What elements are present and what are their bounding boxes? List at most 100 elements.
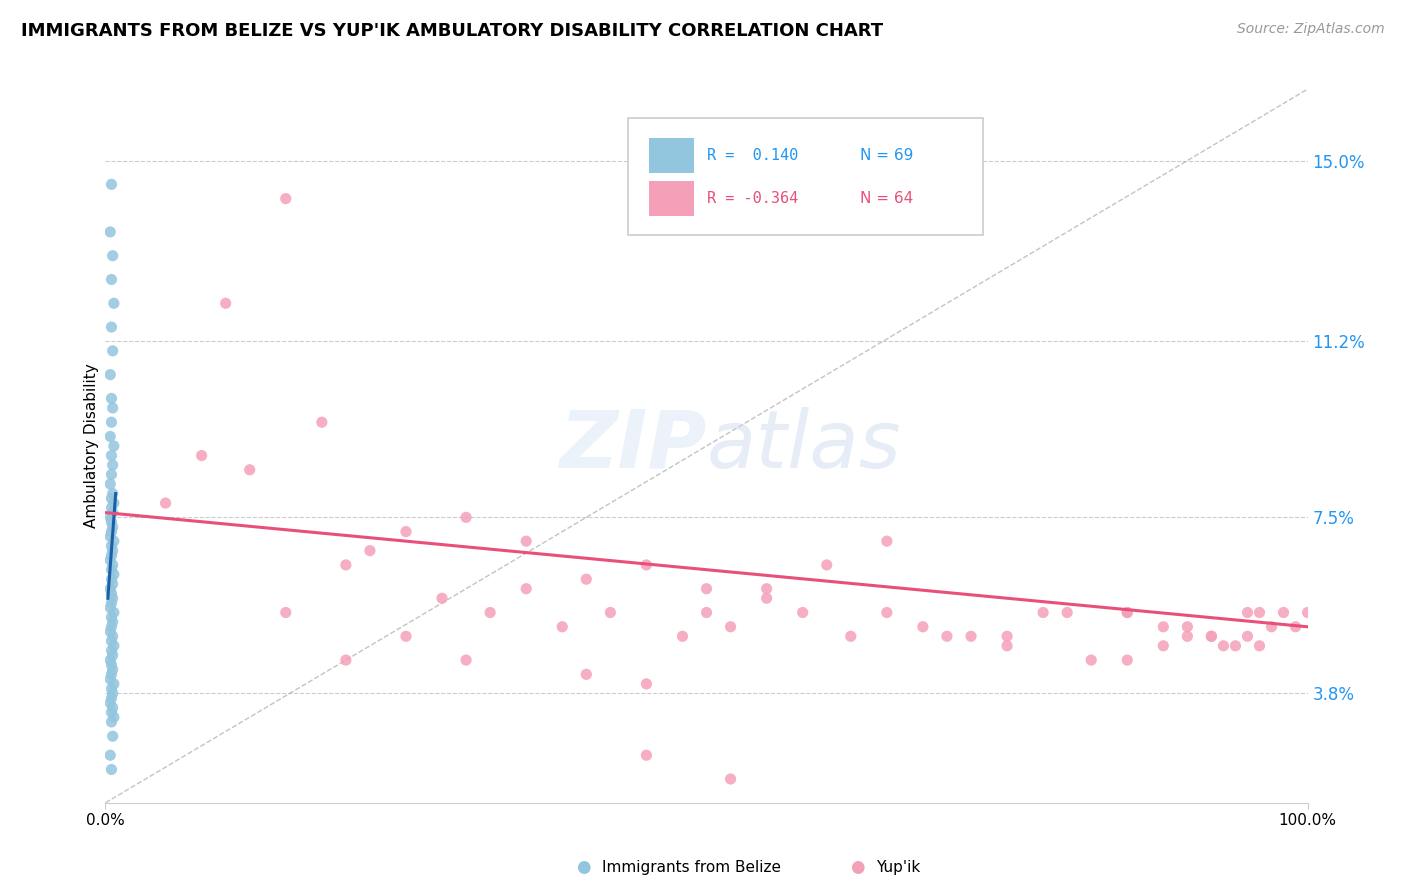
Text: Immigrants from Belize: Immigrants from Belize [602,860,780,874]
Point [720,620,742,634]
Text: ZIP: ZIP [560,407,707,485]
Point [101,615,124,629]
Point [636,748,658,763]
Point [100,449,122,463]
Point [98,600,121,615]
Point [1175,629,1198,643]
Point [755,591,778,606]
Point [479,606,502,620]
Point [190,449,212,463]
Point [100,667,122,681]
Text: R =  0.140: R = 0.140 [707,148,797,163]
Point [515,534,537,549]
Point [636,677,658,691]
Point [101,543,124,558]
Point [551,620,574,634]
Point [103,567,125,582]
Point [98,624,121,639]
Point [599,606,621,620]
Point [395,629,418,643]
Point [103,496,125,510]
Point [101,458,124,472]
Point [101,648,124,663]
Point [101,686,124,700]
Point [101,663,124,677]
Point [311,415,333,429]
Point [1225,639,1247,653]
Point [1249,606,1271,620]
Point [101,506,124,520]
Point [1260,620,1282,634]
Point [1236,606,1258,620]
Y-axis label: Ambulatory Disability: Ambulatory Disability [83,364,98,528]
Point [100,515,122,529]
Point [103,439,125,453]
Point [100,763,122,777]
Text: R = -0.364: R = -0.364 [707,191,797,206]
Point [696,582,718,596]
Point [1152,639,1174,653]
Point [100,657,122,672]
Point [100,691,122,706]
Text: Source: ZipAtlas.com: Source: ZipAtlas.com [1237,22,1385,37]
Point [1175,620,1198,634]
Text: atlas: atlas [707,407,901,485]
Point [100,415,122,429]
Point [1201,629,1223,643]
Point [1032,606,1054,620]
Point [98,748,121,763]
Point [274,192,297,206]
Point [100,467,122,482]
Point [720,772,742,786]
Point [101,520,124,534]
Point [100,586,122,600]
Point [815,558,838,572]
Point [101,591,124,606]
Point [430,591,453,606]
Point [575,572,598,586]
Point [876,534,898,549]
Point [98,582,121,596]
Point [1236,629,1258,643]
Point [1296,606,1319,620]
Point [1201,629,1223,643]
Text: IMMIGRANTS FROM BELIZE VS YUP'IK AMBULATORY DISABILITY CORRELATION CHART: IMMIGRANTS FROM BELIZE VS YUP'IK AMBULAT… [21,22,883,40]
Text: N = 64: N = 64 [860,191,914,206]
Point [274,606,297,620]
Point [335,558,357,572]
FancyBboxPatch shape [628,118,983,235]
Point [100,549,122,563]
Point [101,577,124,591]
Point [1116,653,1139,667]
Point [101,558,124,572]
Point [101,729,124,743]
Point [100,392,122,406]
Point [100,643,122,657]
Point [103,639,125,653]
Point [155,496,177,510]
Point [101,401,124,415]
Point [100,620,122,634]
Point [1272,606,1295,620]
Point [1249,639,1271,653]
Point [575,667,598,681]
Point [995,629,1018,643]
Point [100,681,122,696]
Point [1080,653,1102,667]
Point [876,606,898,620]
Point [335,653,357,667]
Point [936,629,959,643]
Point [98,553,121,567]
Point [98,696,121,710]
Point [101,629,124,643]
Point [911,620,934,634]
Bar [648,138,695,173]
Point [100,714,122,729]
Text: N = 69: N = 69 [860,148,914,163]
Point [98,529,121,543]
Point [995,639,1018,653]
Point [100,320,122,334]
Point [101,486,124,500]
Point [100,563,122,577]
Point [98,429,121,443]
